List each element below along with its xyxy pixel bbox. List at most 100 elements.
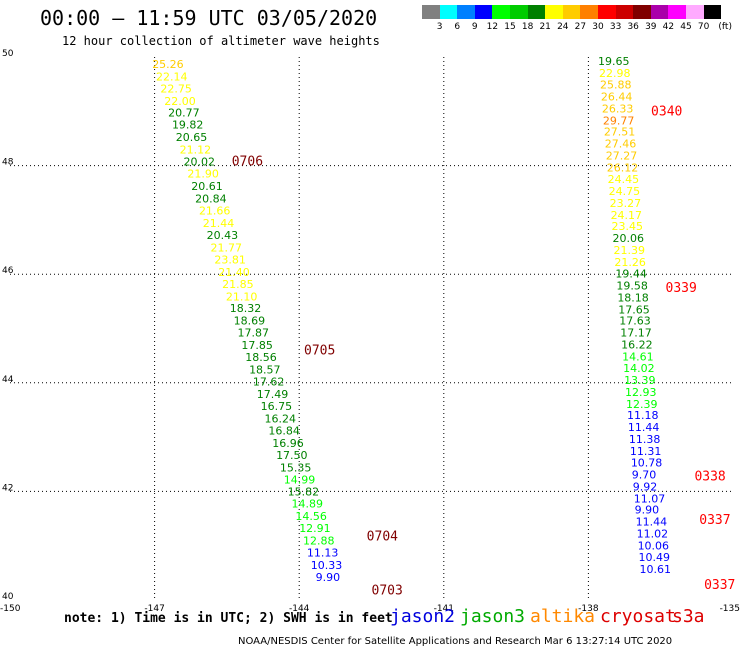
- wave-height-point: 15.35: [280, 461, 312, 474]
- wave-height-point: 10.49: [639, 551, 671, 564]
- legend-label: 6: [454, 22, 461, 32]
- wave-height-point: 12.88: [303, 535, 335, 548]
- legend-swatch: [598, 5, 616, 19]
- wave-height-point: 14.99: [284, 473, 316, 486]
- wave-height-point: 27.46: [605, 138, 637, 151]
- wave-height-point: 21.40: [218, 266, 250, 279]
- legend-swatch: [457, 5, 475, 19]
- wave-height-point: 11.02: [637, 528, 669, 541]
- legend-swatch: [580, 5, 598, 19]
- wave-height-point: 16.75: [261, 400, 293, 413]
- wave-height-point: 10.33: [311, 559, 343, 572]
- wave-height-point: 12.91: [299, 522, 331, 535]
- wave-height-point: 22.00: [164, 95, 196, 108]
- legend-label: 27: [574, 22, 587, 32]
- satellite-label: cryosat: [600, 606, 676, 627]
- wave-height-point: 21.90: [187, 168, 219, 181]
- pass-time-label: 0705: [304, 344, 335, 359]
- legend-label: 12: [486, 22, 499, 32]
- legend-label: 45: [680, 22, 692, 32]
- wave-height-point: 23.81: [214, 253, 246, 266]
- x-tick-label: -147: [144, 604, 164, 614]
- wave-height-point: 16.22: [621, 339, 653, 352]
- pass-time-label: 0706: [232, 155, 263, 170]
- wave-height-point: 21.26: [614, 256, 646, 269]
- legend-label: 21: [539, 22, 551, 32]
- wave-height-point: 12.93: [625, 386, 657, 399]
- wave-height-point: 17.50: [276, 449, 308, 462]
- wave-height-point: 17.49: [257, 388, 289, 401]
- wave-height-point: 22.75: [160, 82, 192, 95]
- legend-label: 36: [627, 22, 639, 32]
- pass-time-label: 0340: [651, 105, 682, 120]
- wave-height-point: 20.06: [613, 232, 645, 245]
- wave-height-point: 26.33: [602, 102, 634, 115]
- y-tick-label: 50: [2, 49, 14, 59]
- wave-height-point: 11.13: [307, 547, 339, 560]
- wave-height-point: 16.24: [264, 412, 296, 425]
- wave-height-point: 21.12: [180, 144, 212, 157]
- legend-swatch: [562, 5, 581, 19]
- wave-height-point: 17.17: [620, 327, 652, 340]
- legend-label: 30: [592, 22, 604, 32]
- wave-height-point: 13.39: [624, 374, 656, 387]
- legend-swatch: [545, 5, 563, 19]
- wave-height-point: 22.14: [156, 70, 188, 83]
- wave-height-point: 11.18: [627, 409, 659, 422]
- wave-height-point: 29.77: [603, 114, 635, 127]
- wave-height-point: 18.56: [245, 351, 277, 364]
- legend-swatch: [703, 5, 722, 19]
- satellite-label: jason3: [460, 606, 526, 627]
- wave-height-point: 17.63: [619, 315, 651, 328]
- wave-height-point: 14.02: [623, 362, 655, 375]
- wave-height-point: 26.44: [601, 90, 633, 103]
- wave-height-point: 17.62: [253, 376, 284, 389]
- wave-height-point: 11.38: [629, 433, 661, 446]
- wave-height-point: 21.66: [199, 204, 231, 217]
- wave-height-point: 11.07: [634, 492, 666, 505]
- y-tick-label: 40: [2, 592, 14, 602]
- pass-time-label: 0337: [699, 513, 730, 528]
- legend-label: 42: [662, 22, 675, 32]
- legend-unit: (ft): [718, 22, 732, 32]
- y-tick-label: 44: [2, 375, 14, 385]
- wave-height-point: 9.92: [633, 480, 658, 493]
- wave-height-point: 17.85: [241, 339, 272, 352]
- wave-height-point: 9.90: [316, 571, 341, 584]
- wave-height-point: 26.12: [607, 162, 639, 175]
- wave-height-point: 17.87: [238, 327, 270, 340]
- wave-height-point: 21.85: [222, 278, 254, 291]
- wave-height-point: 18.57: [249, 364, 281, 377]
- wave-height-point: 9.90: [635, 504, 660, 517]
- legend-swatch: [633, 5, 651, 19]
- footnote: note: 1) Time is in UTC; 2) SWH is in fe…: [64, 611, 393, 626]
- wave-height-point: 15.82: [288, 486, 320, 499]
- legend-swatch: [615, 5, 634, 19]
- legend-swatch: [492, 5, 510, 19]
- y-tick-label: 42: [2, 483, 13, 493]
- wave-height-point: 20.61: [191, 180, 223, 193]
- wave-height-point: 19.65: [598, 55, 630, 68]
- satellite-label: jason2: [390, 606, 456, 627]
- wave-height-point: 11.44: [628, 421, 660, 434]
- legend-swatch: [650, 5, 669, 19]
- legend-swatch: [510, 5, 528, 19]
- wave-height-point: 10.06: [638, 540, 670, 553]
- legend-label: 9: [471, 22, 478, 32]
- pass-time-label: 0338: [694, 470, 725, 485]
- wave-height-point: 12.39: [626, 398, 658, 411]
- wave-height-point: 20.43: [207, 229, 239, 242]
- legend-label: 18: [521, 22, 534, 32]
- legend-swatch: [439, 5, 458, 19]
- page-title: 00:00 – 11:59 UTC 03/05/2020: [40, 6, 378, 30]
- page-subtitle: 12 hour collection of altimeter wave hei…: [62, 34, 380, 48]
- wave-height-point: 24.17: [611, 209, 643, 222]
- legend-swatch: [668, 5, 686, 19]
- wave-height-point: 23.27: [610, 197, 642, 210]
- wave-height-point: 27.27: [606, 150, 638, 163]
- satellite-label: altika: [530, 606, 596, 627]
- wave-height-point: 20.84: [195, 193, 227, 206]
- pass-time-label: 0703: [372, 584, 403, 599]
- wave-height-point: 24.75: [609, 185, 641, 198]
